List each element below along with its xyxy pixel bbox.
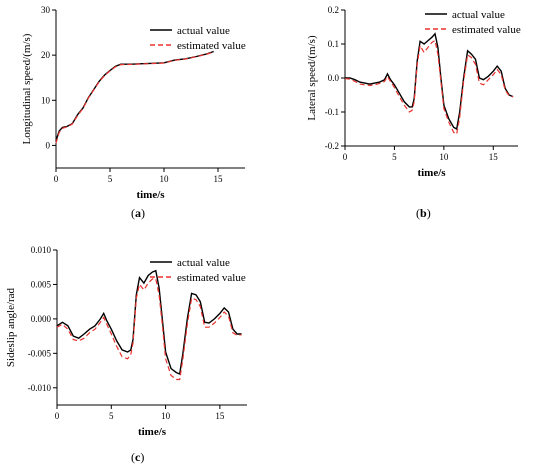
y-axis-label: Sideslip angle/rad bbox=[5, 287, 17, 367]
panel-label-a: (a) bbox=[131, 206, 145, 220]
x-tick-label: 10 bbox=[439, 152, 449, 162]
legend-label: estimated value bbox=[177, 272, 246, 284]
y-tick-label: 10 bbox=[41, 95, 51, 105]
x-tick-label: 10 bbox=[161, 411, 171, 421]
x-axis-label: time/s bbox=[417, 167, 446, 179]
legend-label: actual value bbox=[452, 9, 505, 21]
longitudinal-speed-chart: 0 5 10 15 0 10 20 30 time/s Longitudinal speed/(m… bbox=[21, 5, 246, 201]
y-tick-label: 20 bbox=[41, 50, 51, 60]
x-tick-label: 10 bbox=[160, 174, 170, 184]
x-tick-label: 15 bbox=[214, 174, 224, 184]
y-tick-label: 0.2 bbox=[328, 5, 339, 15]
panel-label-c: (c) bbox=[131, 450, 145, 464]
y-tick-label: -0.010 bbox=[28, 383, 52, 393]
x-tick-label: 0 bbox=[343, 152, 348, 162]
y-tick-label: 0 bbox=[46, 140, 51, 150]
y-tick-label: 0.010 bbox=[31, 245, 52, 255]
legend-label: estimated value bbox=[177, 40, 246, 52]
x-axis-label: time/s bbox=[138, 426, 167, 438]
y-axis-label: Longitudinal speed/(m/s) bbox=[21, 33, 33, 144]
panel-label-b: (b) bbox=[416, 206, 431, 220]
y-tick-label: 0.005 bbox=[31, 279, 52, 289]
panel-a: 0 5 10 15 0 10 20 30 time/s Longitudinal speed/(m… bbox=[0, 0, 275, 230]
legend-label: actual value bbox=[177, 257, 230, 269]
y-tick-label: -0.005 bbox=[28, 348, 52, 358]
y-axis-label: Lateral speed/(m/s) bbox=[306, 35, 318, 121]
series-line-estimated bbox=[344, 39, 514, 136]
y-tick-label: -0.2 bbox=[325, 141, 339, 151]
x-tick-label: 5 bbox=[109, 411, 114, 421]
y-tick-label: 30 bbox=[41, 5, 51, 15]
y-tick-label: 0.000 bbox=[31, 314, 52, 324]
series-line-actual bbox=[55, 50, 214, 142]
x-tick-label: 15 bbox=[215, 411, 225, 421]
x-axis-label: time/s bbox=[136, 189, 165, 201]
series-line-estimated bbox=[56, 278, 242, 381]
series-line-actual bbox=[56, 269, 242, 375]
y-tick-label: 0.1 bbox=[328, 39, 339, 49]
x-tick-label: 5 bbox=[108, 174, 113, 184]
x-tick-label: 0 bbox=[54, 174, 59, 184]
sideslip-angle-chart: 0 5 10 15 -0.010 -0.005 0.000 0.005 0.010 time/s S… bbox=[5, 245, 247, 438]
panel-b: 0 5 10 15 -0.2 -0.1 0.0 0.1 0.2 time/s Lateral spe… bbox=[275, 0, 550, 230]
lateral-speed-chart: 0 5 10 15 -0.2 -0.1 0.0 0.1 0.2 time/s Lateral spe… bbox=[306, 5, 521, 179]
y-tick-label: -0.1 bbox=[325, 107, 339, 117]
legend-label: actual value bbox=[177, 25, 230, 37]
legend-label: estimated value bbox=[452, 24, 521, 36]
panel-c: 0 5 10 15 -0.010 -0.005 0.000 0.005 0.010 time/s S… bbox=[0, 235, 275, 465]
series-line-estimated bbox=[55, 51, 214, 144]
x-tick-label: 0 bbox=[55, 411, 60, 421]
series-line-actual bbox=[345, 32, 514, 131]
x-tick-label: 5 bbox=[392, 152, 397, 162]
x-tick-label: 15 bbox=[489, 152, 499, 162]
y-tick-label: 0.0 bbox=[328, 73, 340, 83]
